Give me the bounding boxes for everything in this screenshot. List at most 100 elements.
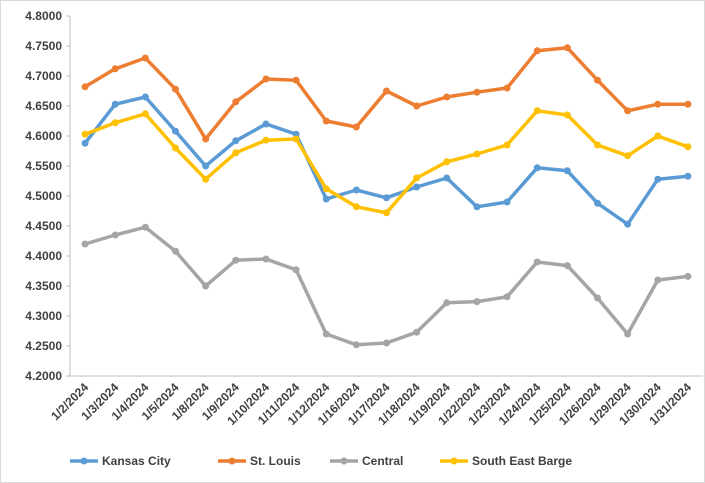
y-tick-label: 4.6500	[25, 99, 62, 113]
point	[473, 203, 481, 211]
point	[503, 198, 511, 206]
point	[594, 141, 601, 149]
point	[624, 107, 632, 115]
y-tick-label: 4.3000	[25, 309, 62, 323]
point	[533, 258, 541, 266]
point	[322, 185, 330, 193]
point	[202, 282, 210, 290]
point	[232, 98, 240, 106]
point	[413, 183, 421, 191]
point	[352, 203, 360, 211]
point	[81, 139, 89, 147]
point	[111, 65, 119, 73]
point	[563, 111, 571, 119]
y-tick-label: 4.2000	[25, 369, 62, 383]
point	[141, 54, 149, 62]
point	[232, 256, 240, 264]
y-tick-label: 4.8000	[25, 9, 62, 23]
point	[563, 262, 571, 270]
point	[322, 117, 330, 125]
point	[624, 220, 632, 228]
point	[503, 293, 511, 301]
legend-marker	[450, 457, 458, 465]
legend-marker	[340, 457, 348, 465]
point	[383, 87, 390, 95]
point	[232, 149, 240, 157]
point	[563, 44, 571, 52]
point	[684, 143, 692, 151]
point	[533, 164, 541, 172]
point	[443, 299, 451, 307]
legend-label: St. Louis	[250, 454, 301, 468]
legend-label: Kansas City	[102, 454, 171, 468]
y-tick-label: 4.5500	[25, 159, 62, 173]
y-tick-label: 4.3500	[25, 279, 62, 293]
legend-label: South East Barge	[472, 454, 572, 468]
y-tick-label: 4.4000	[25, 249, 62, 263]
point	[81, 83, 89, 91]
y-tick-label: 4.2500	[25, 339, 62, 353]
point	[262, 255, 270, 263]
point	[141, 93, 149, 101]
point	[202, 135, 210, 143]
point	[443, 93, 451, 101]
point	[533, 47, 541, 55]
point	[172, 247, 179, 255]
point	[383, 209, 390, 217]
point	[473, 88, 481, 96]
legend-marker	[228, 457, 236, 465]
legend-label: Central	[362, 454, 403, 468]
legend-marker	[80, 457, 88, 465]
point	[624, 152, 632, 160]
point	[383, 339, 390, 347]
point	[654, 175, 662, 183]
point	[654, 276, 662, 284]
point	[443, 158, 451, 166]
point	[594, 76, 601, 84]
point	[81, 130, 89, 138]
point	[172, 127, 179, 135]
point	[141, 110, 149, 118]
point	[352, 341, 360, 349]
point	[383, 194, 390, 202]
point	[473, 150, 481, 158]
point	[684, 100, 692, 108]
point	[654, 100, 662, 108]
point	[232, 137, 240, 145]
point	[413, 174, 421, 182]
point	[654, 132, 662, 140]
y-tick-label: 4.4500	[25, 219, 62, 233]
point	[111, 100, 119, 108]
point	[172, 85, 179, 93]
point	[503, 84, 511, 92]
point	[684, 272, 692, 280]
point	[352, 123, 360, 131]
point	[413, 328, 421, 336]
y-tick-label: 4.6000	[25, 129, 62, 143]
point	[594, 294, 601, 302]
point	[202, 162, 210, 170]
point	[262, 75, 270, 83]
point	[503, 141, 511, 149]
point	[81, 240, 89, 248]
point	[262, 120, 270, 128]
y-tick-label: 4.7500	[25, 39, 62, 53]
point	[111, 119, 119, 127]
point	[594, 199, 601, 207]
point	[443, 174, 451, 182]
point	[141, 223, 149, 231]
point	[624, 330, 632, 338]
y-tick-label: 4.7000	[25, 69, 62, 83]
point	[322, 195, 330, 203]
y-tick-label: 4.5000	[25, 189, 62, 203]
point	[202, 175, 210, 183]
point	[292, 76, 300, 84]
point	[292, 130, 300, 138]
point	[413, 102, 421, 110]
point	[292, 135, 300, 143]
point	[292, 266, 300, 274]
point	[473, 298, 481, 306]
point	[172, 144, 179, 152]
